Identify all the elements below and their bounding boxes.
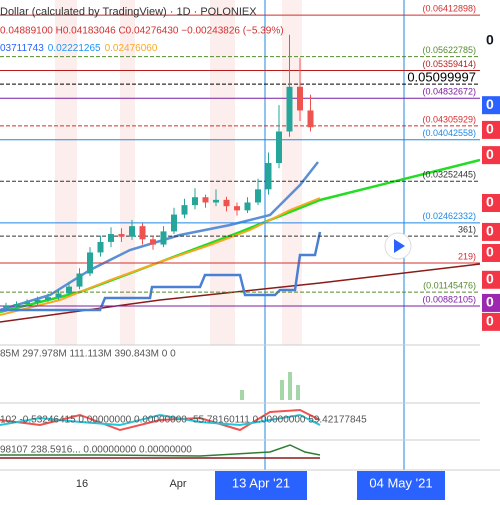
- candle-body: [118, 234, 125, 237]
- candle-body: [108, 234, 114, 242]
- candle-body: [286, 86, 293, 132]
- time-marker: [357, 471, 445, 500]
- indicator: [0, 444, 321, 457]
- price-tag: [482, 222, 500, 241]
- price-tag-label: 0: [486, 313, 494, 329]
- trend-line: [0, 158, 481, 314]
- level-label: (0.05622785): [422, 45, 476, 55]
- price-tag: [482, 120, 500, 139]
- price-tag-label: 0: [486, 244, 494, 260]
- level-label: (0.04042558): [422, 128, 476, 138]
- ma-value: 0.02221265: [48, 43, 101, 54]
- price-tag-label: 0: [486, 294, 494, 310]
- candle-body: [307, 110, 314, 128]
- volume-pane: [240, 372, 300, 400]
- price-tag-label: 0: [486, 121, 494, 137]
- candle-body: [202, 197, 209, 203]
- candle-body: [171, 214, 177, 232]
- price-tag-label: 0: [486, 96, 494, 112]
- candle-body: [3, 306, 9, 308]
- pane-values: 102 -0.53246415 0.00000000 0.00000000 -5…: [0, 415, 367, 426]
- candle-body: [97, 241, 104, 253]
- candle-body: [66, 286, 72, 294]
- price-tag-label: 0: [486, 223, 494, 239]
- level-label: (0.04832672): [422, 87, 476, 97]
- level-label: (0.04305929): [422, 114, 476, 124]
- oscillator: [0, 413, 321, 427]
- price-tag: [482, 270, 500, 289]
- ma-line: 03711743 0.02221265 0.02476060: [0, 43, 158, 54]
- candle-body: [24, 302, 30, 304]
- candle-body: [244, 202, 251, 211]
- moving-average: [0, 197, 321, 316]
- level-label: (0.02462332): [422, 211, 476, 221]
- candle-body: [45, 297, 51, 300]
- level-label: (0.01145476): [423, 280, 476, 290]
- price-tag: [482, 293, 500, 312]
- candle-body: [150, 239, 156, 245]
- candle-body: [87, 252, 93, 274]
- time-marker: [215, 471, 307, 500]
- candle-body: [276, 131, 282, 164]
- ohlc-line: 0.04889100 H0.04183046 C0.04276430 −0.00…: [0, 26, 284, 37]
- price-tag: [482, 32, 500, 51]
- ma-value: 0.02476060: [105, 43, 158, 54]
- level-label: 0.05099997: [407, 70, 476, 85]
- level-label: 361): [458, 225, 476, 235]
- time-label: 04 May '21: [369, 475, 432, 490]
- level-label: (0.03252445): [422, 170, 476, 180]
- candle-body: [160, 231, 167, 245]
- ma-value: 03711743: [0, 43, 44, 54]
- shaded-bands: [55, 0, 302, 345]
- time-label: 16: [76, 478, 88, 490]
- pane-values: 98107 238.5916... 0.00000000 0.00000000: [0, 445, 192, 456]
- price-tag: [482, 312, 500, 331]
- candle-body: [223, 199, 230, 207]
- time-label: Apr: [169, 478, 186, 490]
- moving-average: [0, 161, 319, 312]
- candle-body: [234, 206, 240, 211]
- price-tag: [482, 146, 500, 165]
- play-icon: [394, 239, 405, 253]
- candle-body: [192, 197, 198, 206]
- candle-body: [55, 293, 62, 298]
- price-tag: [482, 194, 500, 213]
- price-tag-label: 0: [486, 146, 494, 162]
- price-tag: [482, 243, 500, 262]
- candle-body: [265, 163, 272, 190]
- level-label: (0.00882105): [422, 294, 476, 304]
- time-label: 13 Apr '21: [232, 475, 290, 490]
- moving-average: [0, 231, 322, 312]
- candle-body: [255, 189, 261, 203]
- candle-body: [13, 303, 20, 307]
- price-tag-label: 0: [486, 32, 494, 48]
- price-tag-label: 0: [486, 194, 494, 210]
- candle-body: [34, 299, 41, 303]
- chart-title: Dollar (calculated by TradingView) · 1D …: [0, 6, 257, 18]
- price-tag: [482, 96, 500, 115]
- pane-values: 85M 297.978M 111.113M 390.843M 0 0: [0, 349, 176, 360]
- candle-body: [181, 205, 188, 215]
- candle-body: [76, 273, 83, 287]
- candle-body: [129, 226, 135, 237]
- candle-body: [213, 199, 219, 203]
- price-tag-label: 0: [486, 270, 494, 286]
- candle-body: [297, 86, 303, 111]
- level-label: (0.05359414): [422, 59, 476, 69]
- level-label: (0.06412898): [422, 3, 476, 13]
- level-label: 219): [458, 251, 476, 261]
- candle-body: [139, 226, 146, 240]
